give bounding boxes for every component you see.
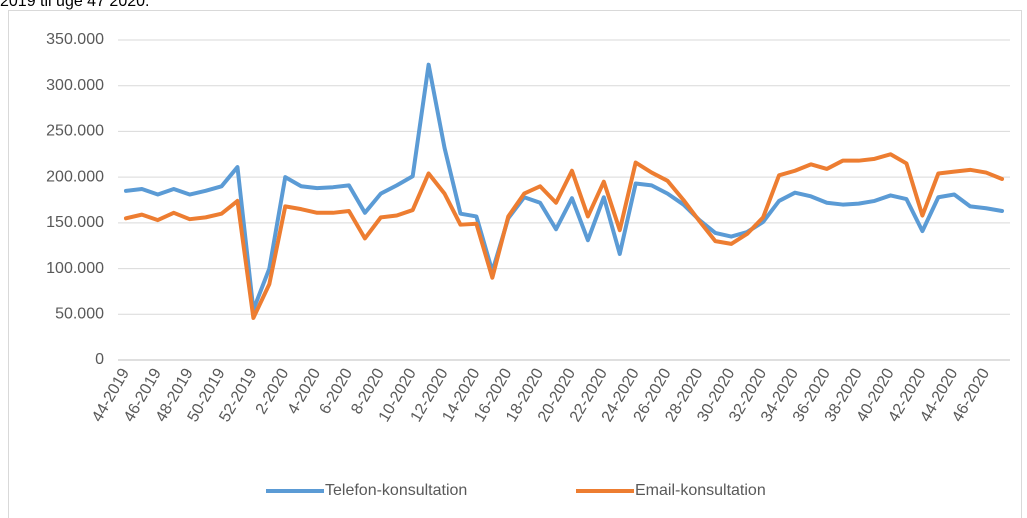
series-line xyxy=(123,152,1005,320)
series-line xyxy=(123,62,1005,312)
y-tick-label: 50.000 xyxy=(55,306,104,323)
y-tick-label: 350.000 xyxy=(46,31,104,48)
y-tick-label: 250.000 xyxy=(46,123,104,140)
y-tick-label: 200.000 xyxy=(46,168,104,185)
chart-border xyxy=(8,10,1022,518)
y-tick-label: 300.000 xyxy=(46,77,104,94)
legend-label: Email-konsultation xyxy=(635,482,766,499)
legend-label: Telefon-konsultation xyxy=(325,482,467,499)
chart-title: 2019 til uge 47 2020. xyxy=(0,0,149,10)
y-tick-label: 0 xyxy=(95,351,104,368)
y-tick-label: 150.000 xyxy=(46,214,104,231)
y-tick-label: 100.000 xyxy=(46,260,104,277)
